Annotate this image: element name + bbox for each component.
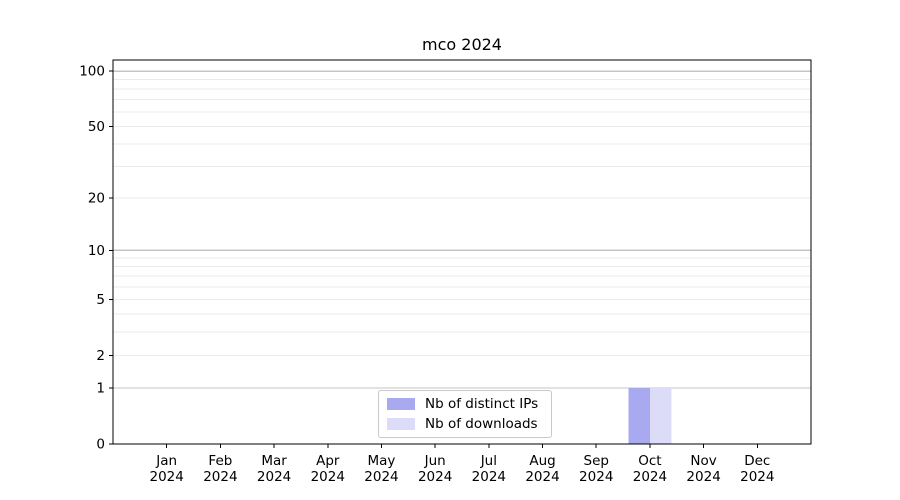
x-tick-label-year: 2024 (150, 469, 184, 485)
x-tick-label-year: 2024 (203, 469, 237, 485)
x-tick-label-year: 2024 (364, 469, 398, 485)
x-tick-label-month: May (368, 453, 396, 469)
legend-swatch-distinct-ips-icon (387, 398, 415, 411)
x-tick-label-month: Nov (690, 453, 716, 469)
y-tick-label: 20 (88, 191, 105, 207)
x-tick-label-year: 2024 (686, 469, 720, 485)
legend-item: Nb of distinct IPs (387, 396, 551, 412)
x-tick-label-month: Mar (261, 453, 287, 469)
x-tick-label-month: Aug (529, 453, 555, 469)
x-tick-label-year: 2024 (418, 469, 452, 485)
y-tick-label: 1 (96, 381, 105, 397)
legend-item: Nb of downloads (387, 416, 551, 432)
x-tick-label-year: 2024 (740, 469, 774, 485)
x-tick-label-month: Dec (744, 453, 770, 469)
x-tick-label-month: Sep (584, 453, 609, 469)
gridlines-major (113, 70, 811, 389)
y-tick-label: 50 (88, 119, 105, 135)
y-tick-label: 0 (96, 437, 105, 453)
y-tick-label: 2 (96, 348, 105, 364)
x-tick-label-year: 2024 (472, 469, 506, 485)
legend-label: Nb of distinct IPs (425, 396, 539, 413)
chart-title: mco 2024 (422, 35, 502, 54)
y-tick-label: 100 (79, 64, 105, 80)
x-tick-label-month: Jun (424, 453, 446, 469)
legend-swatch-downloads-icon (387, 417, 415, 430)
x-tick-label-year: 2024 (633, 469, 667, 485)
x-tick-label-year: 2024 (257, 469, 291, 485)
bars (628, 388, 672, 444)
x-tick-label-year: 2024 (525, 469, 559, 485)
x-tick-label-month: Oct (638, 453, 661, 469)
x-axis: Jan2024Feb2024Mar2024Apr2024May2024Jun20… (150, 444, 774, 485)
bar (628, 388, 650, 444)
legend: Nb of distinct IPs Nb of downloads (378, 390, 552, 438)
plot-frame (112, 59, 812, 445)
bar (649, 388, 672, 444)
y-tick-label: 5 (96, 292, 105, 308)
x-tick-label-month: Feb (208, 453, 232, 469)
y-axis: 0 1 2 5 10 20 50 100 (79, 64, 113, 453)
gridlines-minor (113, 79, 811, 356)
y-tick-label: 10 (88, 243, 105, 259)
x-tick-label-month: Jul (480, 453, 497, 469)
legend-label: Nb of downloads (425, 415, 538, 432)
x-tick-label-year: 2024 (311, 469, 345, 485)
x-tick-label-year: 2024 (579, 469, 613, 485)
x-tick-label-month: Jan (155, 453, 177, 469)
x-tick-label-month: Apr (316, 453, 340, 469)
